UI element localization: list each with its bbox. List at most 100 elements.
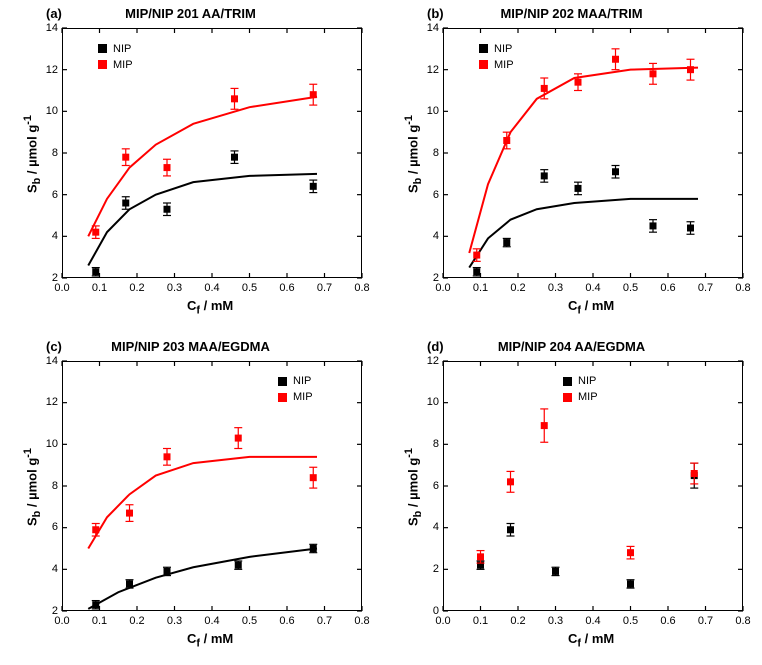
xtick-label: 0.7: [698, 282, 713, 294]
legend-item-nip: NIP: [479, 41, 514, 57]
marker-nip: [612, 168, 619, 175]
xlabel: Cf / mM: [568, 298, 614, 317]
marker-mip: [612, 56, 619, 63]
fit-curve-mip: [88, 456, 317, 548]
legend-swatch-icon: [98, 44, 107, 53]
xtick-label: 0.1: [473, 282, 488, 294]
legend-label: NIP: [293, 373, 311, 389]
legend-swatch-icon: [98, 60, 107, 69]
marker-mip: [122, 154, 129, 161]
marker-nip: [92, 268, 99, 275]
legend-item-nip: NIP: [563, 373, 598, 389]
xtick-label: 0.7: [317, 282, 332, 294]
legend-swatch-icon: [479, 60, 488, 69]
xtick-label: 0.1: [92, 282, 107, 294]
xtick-label: 0.3: [167, 282, 182, 294]
marker-nip: [310, 545, 317, 552]
marker-nip: [92, 601, 99, 608]
marker-mip: [310, 91, 317, 98]
ytick-label: 4: [40, 563, 58, 575]
ytick-label: 14: [40, 355, 58, 367]
xtick-label: 0.3: [548, 615, 563, 627]
marker-mip: [310, 474, 317, 481]
legend-label: MIP: [113, 57, 133, 73]
xlabel: Cf / mM: [568, 631, 614, 650]
marker-nip: [541, 172, 548, 179]
legend: NIPMIP: [563, 373, 598, 405]
marker-mip: [126, 509, 133, 516]
marker-nip: [164, 567, 171, 574]
marker-mip: [92, 229, 99, 236]
legend-label: NIP: [494, 41, 512, 57]
marker-mip: [687, 66, 694, 73]
xtick-label: 0.5: [242, 615, 257, 627]
fit-curve-nip: [88, 174, 317, 266]
legend-swatch-icon: [563, 393, 572, 402]
ytick-label: 14: [421, 22, 439, 34]
legend: NIPMIP: [98, 41, 133, 73]
xtick-label: 0.6: [660, 282, 675, 294]
legend-item-nip: NIP: [278, 373, 313, 389]
legend-item-mip: MIP: [98, 57, 133, 73]
ylabel: Sb / µmol g-1: [403, 448, 424, 526]
marker-nip: [235, 561, 242, 568]
legend-label: MIP: [293, 389, 313, 405]
panel-title: MIP/NIP 204 AA/EGDMA: [381, 339, 762, 354]
legend: NIPMIP: [278, 373, 313, 405]
marker-nip: [473, 268, 480, 275]
legend-item-nip: NIP: [98, 41, 133, 57]
legend-swatch-icon: [479, 44, 488, 53]
marker-nip: [507, 526, 514, 533]
xtick-label: 0.8: [735, 282, 750, 294]
xtick-label: 0.8: [735, 615, 750, 627]
chart-grid: (a)MIP/NIP 201 AA/TRIM0.00.10.20.30.40.5…: [0, 0, 762, 665]
xtick-label: 0.2: [510, 615, 525, 627]
xtick-label: 0.2: [510, 282, 525, 294]
xtick-label: 0.2: [129, 615, 144, 627]
xtick-label: 0.7: [698, 615, 713, 627]
ylabel: Sb / µmol g-1: [22, 115, 43, 193]
marker-nip: [310, 183, 317, 190]
marker-mip: [541, 85, 548, 92]
ytick-label: 12: [421, 64, 439, 76]
panel-title: MIP/NIP 202 MAA/TRIM: [381, 6, 762, 21]
marker-nip: [552, 567, 559, 574]
plot-svg: [62, 361, 362, 611]
xtick-label: 0.6: [279, 282, 294, 294]
xtick-label: 0.3: [167, 615, 182, 627]
xtick-label: 0.3: [548, 282, 563, 294]
marker-mip: [627, 549, 634, 556]
ytick-label: 2: [421, 272, 439, 284]
marker-mip: [541, 422, 548, 429]
xlabel: Cf / mM: [187, 298, 233, 317]
xtick-label: 0.4: [204, 615, 219, 627]
marker-mip: [92, 526, 99, 533]
xtick-label: 0.1: [473, 615, 488, 627]
panel-d: (d)MIP/NIP 204 AA/EGDMA0.00.10.20.30.40.…: [381, 333, 762, 665]
marker-mip: [235, 434, 242, 441]
ytick-label: 12: [40, 64, 58, 76]
xtick-label: 0.8: [354, 282, 369, 294]
marker-nip: [650, 222, 657, 229]
ytick-label: 2: [40, 272, 58, 284]
ytick-label: 2: [421, 563, 439, 575]
panel-b: (b)MIP/NIP 202 MAA/TRIM0.00.10.20.30.40.…: [381, 0, 762, 333]
legend-label: MIP: [494, 57, 514, 73]
legend-label: MIP: [578, 389, 598, 405]
xtick-label: 0.6: [660, 615, 675, 627]
marker-mip: [503, 137, 510, 144]
xtick-label: 0.4: [585, 615, 600, 627]
xtick-label: 0.4: [585, 282, 600, 294]
marker-mip: [650, 70, 657, 77]
marker-mip: [231, 95, 238, 102]
legend-item-mip: MIP: [278, 389, 313, 405]
ytick-label: 4: [421, 230, 439, 242]
marker-nip: [126, 580, 133, 587]
marker-nip: [164, 206, 171, 213]
xtick-label: 0.2: [129, 282, 144, 294]
marker-mip: [164, 453, 171, 460]
marker-mip: [473, 252, 480, 259]
ytick-label: 10: [421, 396, 439, 408]
legend-item-mip: MIP: [563, 389, 598, 405]
ylabel: Sb / µmol g-1: [403, 115, 424, 193]
